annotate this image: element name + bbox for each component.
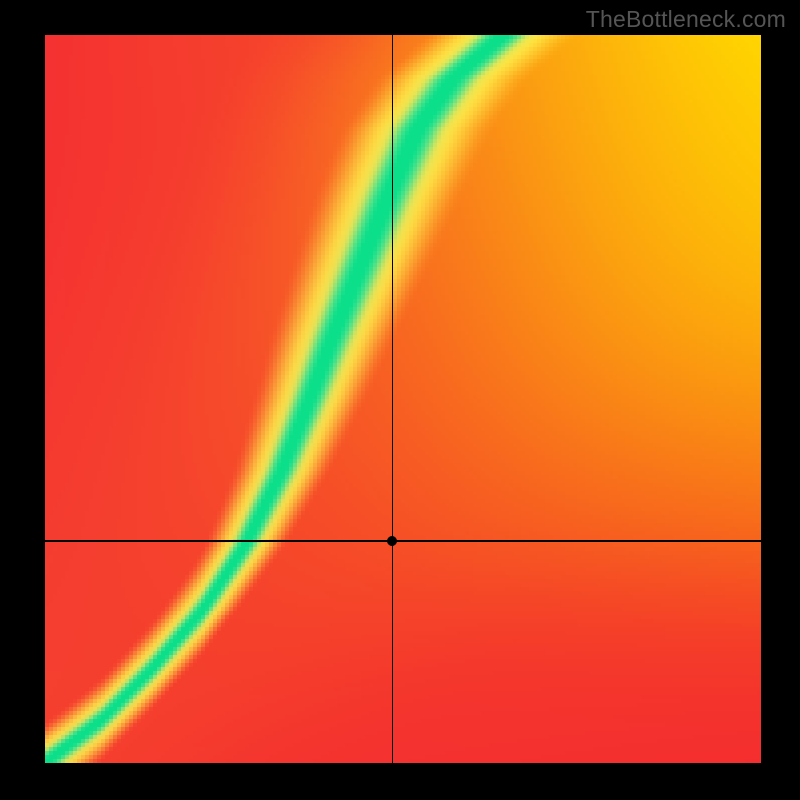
heatmap-canvas: [45, 35, 761, 763]
crosshair-vertical: [392, 35, 394, 763]
crosshair-horizontal: [45, 540, 761, 542]
heatmap-plot: [45, 35, 761, 763]
watermark-text: TheBottleneck.com: [586, 6, 786, 33]
